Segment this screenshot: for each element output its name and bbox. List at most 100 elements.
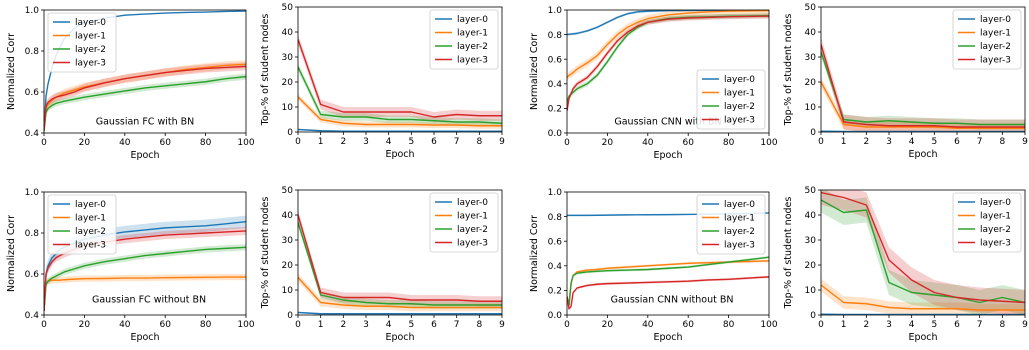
chart-panel-3: 0 20 40 60 80 100 0.0 0.2 0.4 0.6 0.8 1.0 Epoch Norma… <box>529 6 778 161</box>
legend: layer-0 layer-1 layer-2 layer-3 <box>952 9 1022 70</box>
x-tick-label: 0 <box>818 320 824 330</box>
y-tick-label: 0.0 <box>548 311 563 321</box>
x-tick-label: 2 <box>863 320 869 330</box>
legend-label-layer-0: layer-0 <box>980 15 1011 25</box>
x-tick-label: 1 <box>841 137 847 147</box>
series-line-layer-1 <box>44 63 246 132</box>
series-line-layer-3 <box>821 191 1025 304</box>
legend-label-layer-3: layer-3 <box>980 56 1011 66</box>
series-line-layer-3 <box>821 44 1025 128</box>
x-tick-label: 80 <box>200 320 212 330</box>
x-tick-label: 4 <box>386 137 392 147</box>
y-tick-label: 0 <box>287 311 293 321</box>
x-tick-label: 8 <box>999 320 1005 330</box>
x-tick-label: 20 <box>79 138 91 148</box>
plot-frame <box>43 191 247 316</box>
series-band-layer-2 <box>44 244 246 314</box>
y-tick-label: 0.2 <box>548 105 562 115</box>
chart-panel-5: 0 20 40 60 80 100 0.4 0.6 0.8 1.0 Epoch Normalized … <box>6 188 255 343</box>
series-band-layer-1 <box>44 274 246 314</box>
x-tick-label: 100 <box>237 138 254 148</box>
legend: layer-0 layer-1 layer-2 layer-3 <box>47 194 117 255</box>
legend-label-layer-1: layer-1 <box>724 89 755 99</box>
x-tick-label: 4 <box>909 137 915 147</box>
chart-panel-7: 0 20 40 60 80 100 0.0 0.2 0.4 0.6 0.8 1.0 Epoch Norma… <box>529 188 778 343</box>
x-tick-label: 3 <box>886 137 892 147</box>
x-tick-label: 8 <box>476 320 482 330</box>
legend-label-layer-3: layer-3 <box>724 116 755 126</box>
series-line-layer-3 <box>298 214 502 302</box>
y-axis-label: Normalized Corr <box>6 33 17 110</box>
x-tick-label: 6 <box>954 137 960 147</box>
y-tick-label: 0.2 <box>548 287 562 297</box>
x-tick-label: 2 <box>340 320 346 330</box>
legend-label-layer-2: layer-2 <box>75 45 106 55</box>
chart-panel-6: 0 1 2 3 4 5 6 7 8 9 0 10 20 30 40 50 Epoch Top-% of stude… <box>260 186 505 343</box>
legend-box <box>429 192 499 253</box>
chart-annotation: Gaussian CNN with BN <box>614 116 721 127</box>
x-tick-label: 7 <box>454 320 460 330</box>
y-tick-label: 50 <box>805 186 817 196</box>
x-tick-label: 8 <box>476 137 482 147</box>
y-tick-label: 30 <box>805 53 817 63</box>
series-band-layer-0 <box>567 10 769 36</box>
x-tick-label: 100 <box>237 320 254 330</box>
x-tick-label: 0 <box>564 320 570 330</box>
y-tick-label: 20 <box>282 261 294 271</box>
y-tick-label: 10 <box>805 103 817 113</box>
series-band-layer-3 <box>567 13 769 114</box>
legend-box <box>47 194 117 255</box>
x-tick-label: 40 <box>119 138 131 148</box>
chart-panel-4: 0 1 2 3 4 5 6 7 8 9 0 10 20 30 40 50 Epoch Top-% of stude… <box>783 3 1028 160</box>
chart-annotation: Gaussian FC with BN <box>96 116 195 127</box>
legend-label-layer-0: layer-0 <box>724 200 755 210</box>
legend-label-layer-2: layer-2 <box>457 42 488 52</box>
y-axis-label: Top-% of student nodes <box>783 197 794 310</box>
y-tick-label: 40 <box>805 28 817 38</box>
y-axis-label: Normalized Corr <box>6 215 17 292</box>
legend-label-layer-1: layer-1 <box>457 29 488 39</box>
x-axis-label: Epoch <box>908 149 937 160</box>
x-tick-label: 60 <box>682 138 694 148</box>
legend-label-layer-3: layer-3 <box>457 56 488 66</box>
series-line-layer-1 <box>44 276 246 311</box>
x-tick-label: 7 <box>454 137 460 147</box>
x-tick-label: 100 <box>760 320 777 330</box>
plot-frame <box>297 189 503 316</box>
y-tick-label: 1.0 <box>548 6 563 16</box>
y-tick-label: 0 <box>810 128 816 138</box>
x-tick-label: 6 <box>431 320 437 330</box>
x-tick-label: 9 <box>1022 137 1028 147</box>
y-tick-label: 0.0 <box>548 129 563 139</box>
plot-area <box>567 10 769 114</box>
series-line-layer-3 <box>298 39 502 118</box>
x-axis-label: Epoch <box>653 150 682 161</box>
y-axis-label: Top-% of student nodes <box>783 14 794 127</box>
legend-label-layer-0: layer-0 <box>980 198 1011 208</box>
x-tick-label: 40 <box>642 320 654 330</box>
legend-label-layer-0: layer-0 <box>724 75 755 85</box>
x-tick-label: 9 <box>499 320 505 330</box>
x-tick-label: 0 <box>295 320 301 330</box>
x-tick-label: 7 <box>977 137 983 147</box>
y-tick-label: 0.4 <box>25 129 40 139</box>
series-band-layer-3 <box>821 37 1025 132</box>
legend: layer-0 layer-1 layer-2 layer-3 <box>696 69 766 130</box>
y-tick-label: 10 <box>282 103 294 113</box>
plot-area <box>821 37 1025 132</box>
x-tick-label: 80 <box>200 138 212 148</box>
x-tick-label: 2 <box>340 137 346 147</box>
series-line-layer-2 <box>44 246 246 311</box>
legend: layer-0 layer-1 layer-2 layer-3 <box>429 192 499 253</box>
series-band-layer-3 <box>44 62 246 133</box>
x-tick-label: 80 <box>723 138 735 148</box>
x-tick-label: 6 <box>954 320 960 330</box>
legend-label-layer-2: layer-2 <box>724 227 755 237</box>
x-tick-label: 0 <box>41 320 47 330</box>
series-line-layer-1 <box>298 277 502 309</box>
legend-label-layer-1: layer-1 <box>75 32 106 42</box>
x-tick-label: 40 <box>119 320 131 330</box>
series-band-layer-3 <box>821 190 1025 315</box>
x-tick-label: 9 <box>499 137 505 147</box>
x-tick-label: 0 <box>41 138 47 148</box>
